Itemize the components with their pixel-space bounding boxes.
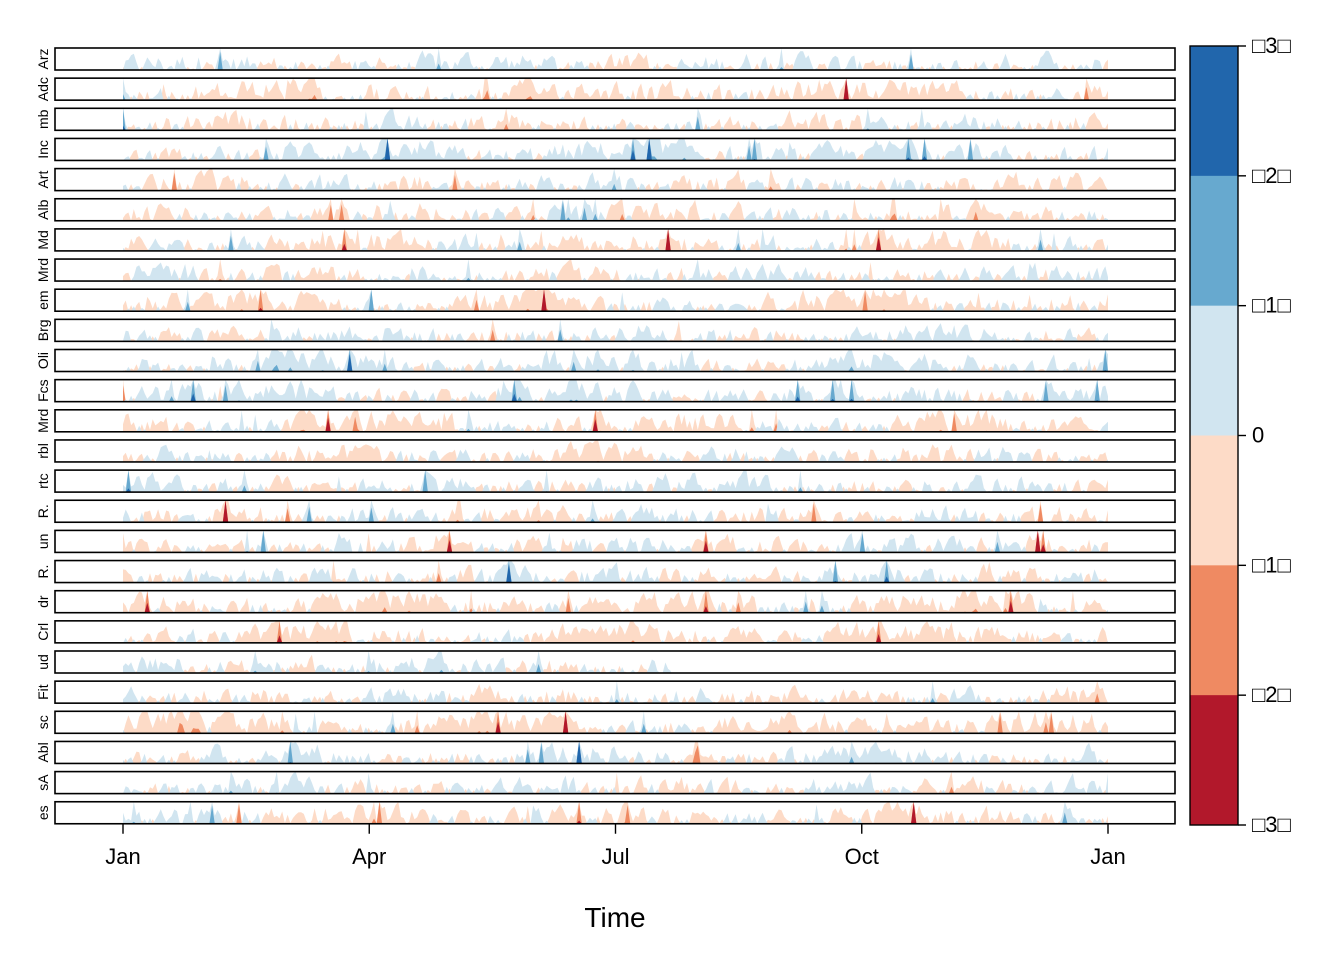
- panel-label: Alb: [35, 199, 51, 219]
- horizon-band: [123, 53, 1108, 70]
- horizon-panel: Mrd: [35, 409, 1175, 433]
- horizon-panel: Crl: [35, 621, 1175, 643]
- horizon-band: [123, 350, 1108, 372]
- horizon-panel: dr: [35, 591, 1175, 613]
- color-key-label: □2□: [1252, 682, 1291, 707]
- panel-label: R.: [35, 504, 51, 518]
- horizon-panel: em: [35, 289, 1175, 311]
- panel-label: Brg: [35, 319, 51, 341]
- panel-label: Md: [35, 230, 51, 249]
- x-tick-label: Jan: [1090, 844, 1125, 869]
- x-tick-label: Oct: [845, 844, 879, 869]
- color-key-swatch: [1190, 436, 1238, 566]
- horizon-band: [123, 741, 1108, 763]
- horizon-panel: Alb: [35, 199, 1175, 221]
- x-axis: Jan Apr Jul Oct Jan: [105, 824, 1125, 869]
- color-key-label: □3□: [1252, 812, 1291, 837]
- x-tick-label: Jan: [105, 844, 140, 869]
- color-key-swatch: [1190, 565, 1238, 695]
- horizon-panel: un: [35, 530, 1175, 552]
- horizon-band: [123, 380, 1108, 402]
- panel-label: rbl: [35, 443, 51, 459]
- horizon-panel: ud: [35, 651, 1175, 673]
- color-key-label: □3□: [1252, 33, 1291, 58]
- horizon-panel: R.: [35, 500, 1175, 522]
- panel-label: Inc: [35, 140, 51, 159]
- x-axis-label: Time: [584, 902, 645, 933]
- horizon-band: [123, 78, 1108, 100]
- panel-label: Art: [35, 171, 51, 189]
- panel-label: R.: [35, 565, 51, 579]
- horizon-panel: rtc: [35, 470, 1175, 492]
- horizon-panel: Brg: [35, 319, 1175, 341]
- horizon-panel: Fcs: [35, 379, 1175, 402]
- panel-label: rtc: [35, 473, 51, 489]
- panel-label: sA: [35, 774, 51, 791]
- horizon-panel: rbl: [35, 440, 1175, 462]
- horizon-panel: es: [35, 802, 1175, 824]
- panel-label: em: [35, 290, 51, 309]
- horizon-band: [123, 591, 1108, 613]
- panel-label: es: [35, 805, 51, 820]
- panel-label: Arz: [35, 49, 51, 70]
- panel-label: Abl: [35, 742, 51, 762]
- horizon-band: [123, 711, 1108, 733]
- horizon-band: [123, 561, 1108, 583]
- horizon-panel: Arz: [35, 48, 1175, 70]
- panel-label: Oli: [35, 352, 51, 369]
- panel-label: Mrd: [35, 409, 51, 433]
- x-tick-label: Apr: [352, 844, 386, 869]
- x-tick-label: Jul: [601, 844, 629, 869]
- horizon-band: [123, 229, 1108, 251]
- horizon-panel: Art: [35, 169, 1175, 191]
- horizon-panel: R.: [35, 561, 1175, 583]
- horizon-band: [123, 319, 1108, 341]
- panel-label: Crl: [35, 623, 51, 641]
- color-key-swatch: [1190, 176, 1238, 306]
- panel-label: Mrd: [35, 258, 51, 282]
- horizon-band: [123, 440, 1108, 462]
- horizon-band: [123, 500, 1108, 522]
- color-key-label: 0: [1252, 423, 1264, 448]
- color-key-legend: □3□ □2□ □1□ 0 □1□ □2□ □3□: [1190, 33, 1291, 837]
- horizon-band: [123, 108, 1108, 130]
- panel-label: ud: [35, 654, 51, 670]
- panel-label: Fcs: [35, 379, 51, 402]
- horizon-panel: Mrd: [35, 258, 1175, 282]
- horizon-panel: Md: [35, 229, 1175, 251]
- color-key-swatch: [1190, 306, 1238, 436]
- horizon-panel: Adc: [35, 77, 1175, 101]
- color-key-swatch: [1190, 695, 1238, 825]
- horizon-panel: sA: [35, 772, 1175, 794]
- panel-label: dr: [35, 595, 51, 608]
- color-key-label: □2□: [1252, 163, 1291, 188]
- panel-label: mb: [35, 109, 51, 129]
- horizon-panel: sc: [35, 711, 1175, 733]
- panel-group: Arz Adc mb Inc Art Alb Md Mrd em Brg Oli Fcs Mrd rbl r…: [35, 48, 1175, 824]
- horizon-band: [123, 802, 1108, 824]
- horizon-panel: Oli: [35, 350, 1175, 372]
- horizon-band: [123, 475, 1108, 493]
- panel-label: Fit: [35, 684, 51, 700]
- horizon-panel: mb: [35, 108, 1175, 130]
- color-key-label: □1□: [1252, 293, 1291, 318]
- horizon-panel: Abl: [35, 741, 1175, 763]
- panel-label: Adc: [35, 77, 51, 101]
- horizon-band: [123, 138, 1108, 160]
- horizon-panel: Inc: [35, 138, 1175, 160]
- horizon-panel: Fit: [35, 681, 1175, 703]
- horizon-band: [123, 621, 1108, 643]
- panel-label: sc: [35, 715, 51, 729]
- horizon-band: [123, 199, 1108, 221]
- color-key-swatch: [1190, 46, 1238, 176]
- color-key-label: □1□: [1252, 552, 1291, 577]
- panel-label: un: [35, 534, 51, 550]
